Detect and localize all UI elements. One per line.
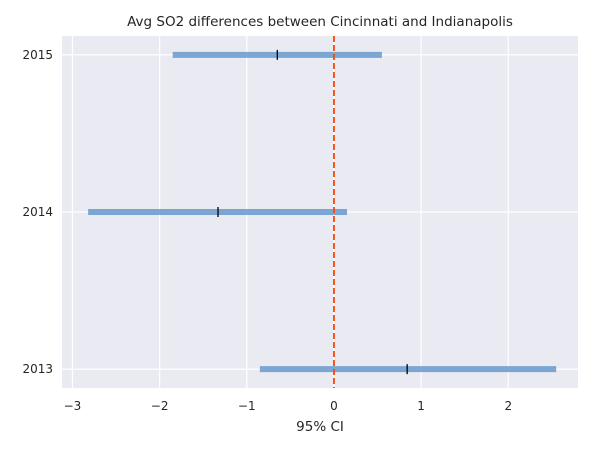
x-tick-label: −2: [151, 399, 169, 413]
y-tick-label: 2013: [22, 362, 53, 376]
x-tick-label: 1: [417, 399, 425, 413]
intervals: [88, 49, 557, 375]
y-tick-labels: 2013 2014 2015: [22, 48, 53, 376]
x-axis-label: 95% CI: [296, 419, 344, 435]
x-tick-label: 2: [504, 399, 512, 413]
y-tick-label: 2014: [22, 205, 53, 219]
x-tick-label: 0: [330, 399, 338, 413]
x-tick-label: −3: [64, 399, 82, 413]
y-tick-label: 2015: [22, 48, 53, 62]
x-tick-label: −1: [238, 399, 256, 413]
chart-title: Avg SO2 differences between Cincinnati a…: [127, 14, 513, 30]
x-tick-labels: −3 −2 −1 0 1 2: [64, 399, 512, 413]
